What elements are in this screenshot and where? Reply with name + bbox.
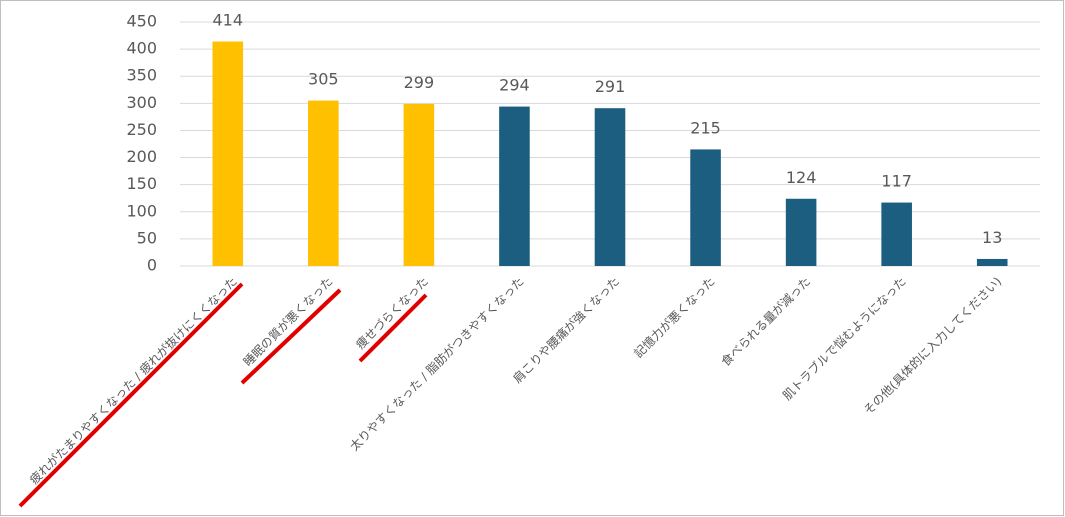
bar <box>212 41 244 266</box>
bar <box>499 106 530 266</box>
underline <box>18 282 244 508</box>
value-label: 299 <box>404 73 435 92</box>
underline <box>240 288 342 385</box>
y-tick-label: 350 <box>126 66 157 85</box>
value-label: 305 <box>308 70 339 89</box>
value-label: 294 <box>499 76 530 95</box>
bar <box>403 103 435 267</box>
underline <box>358 293 428 363</box>
y-tick-label: 400 <box>126 39 157 58</box>
value-label: 13 <box>982 228 1002 247</box>
y-tick-label: 50 <box>137 228 157 247</box>
y-tick-label: 150 <box>126 174 157 193</box>
y-tick-label: 250 <box>126 120 157 139</box>
value-label: 414 <box>213 11 244 30</box>
value-label: 117 <box>881 172 912 191</box>
bar <box>881 202 912 266</box>
value-label: 291 <box>595 77 626 96</box>
y-tick-label: 450 <box>126 12 157 31</box>
value-label: 215 <box>690 118 721 137</box>
bar <box>594 108 626 266</box>
bar <box>976 258 1008 266</box>
bar <box>308 100 339 266</box>
bar <box>690 149 721 266</box>
y-tick-label: 100 <box>126 201 157 220</box>
y-tick-label: 300 <box>126 93 157 112</box>
y-tick-label: 200 <box>126 147 157 166</box>
y-tick-label: 0 <box>147 256 157 275</box>
bar <box>785 198 817 266</box>
value-label: 124 <box>786 168 817 187</box>
